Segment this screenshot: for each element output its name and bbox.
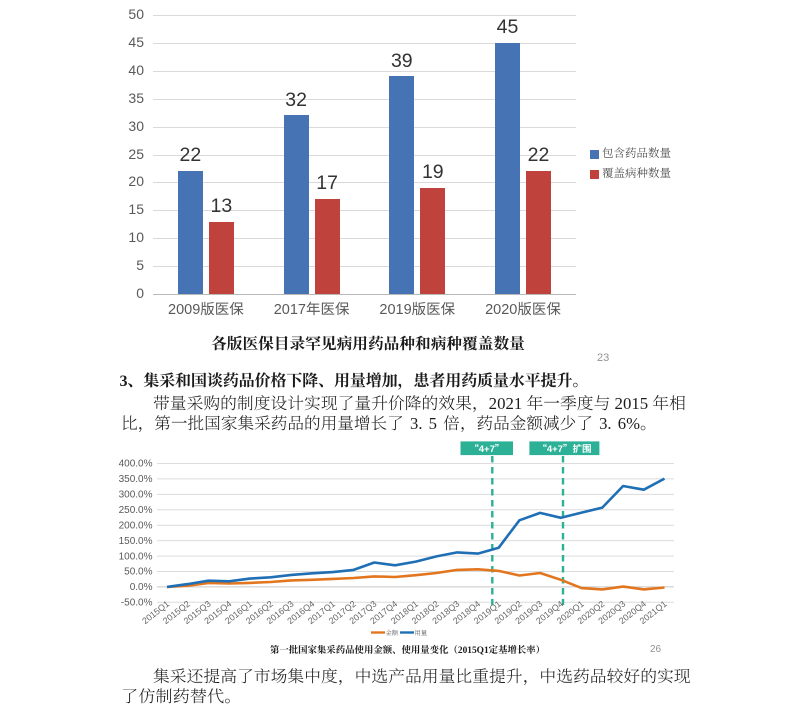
svg-text:400.0%: 400.0% (119, 459, 153, 470)
svg-text:用量: 用量 (415, 629, 428, 637)
svg-text:100.0%: 100.0% (119, 551, 153, 562)
svg-text:“4+7”: “4+7” (469, 441, 504, 455)
svg-text:“4+7”扩围: “4+7”扩围 (537, 441, 591, 455)
svg-text:0.0%: 0.0% (130, 582, 153, 593)
svg-text:300.0%: 300.0% (119, 490, 153, 501)
svg-text:-50.0%: -50.0% (121, 598, 153, 609)
svg-text:250.0%: 250.0% (119, 505, 153, 516)
svg-text:200.0%: 200.0% (119, 520, 153, 531)
svg-text:金额: 金额 (386, 629, 399, 637)
svg-text:50.0%: 50.0% (124, 567, 152, 578)
svg-text:350.0%: 350.0% (119, 474, 153, 485)
svg-text:150.0%: 150.0% (119, 536, 153, 547)
